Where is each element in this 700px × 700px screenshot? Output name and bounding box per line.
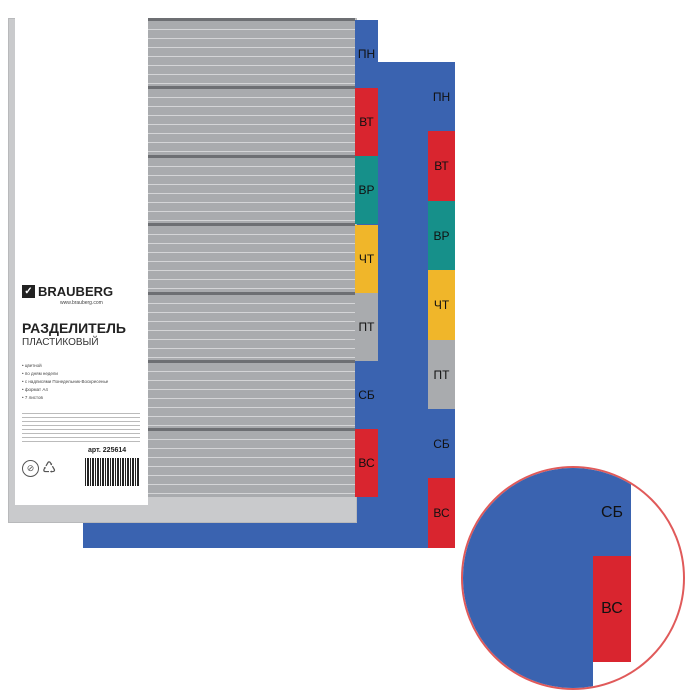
feature-list: • цветной • по дням недели • с надписями… [22,362,108,402]
zoom-sheet [463,468,593,688]
feature: • формат А4 [22,387,48,392]
zoom-tab-vs: ВС [593,556,631,662]
zoom-detail-circle: СБ ВС [461,466,685,690]
ruled-section [148,428,355,497]
front-tab: ПН [355,20,378,88]
back-tab: ВТ [428,131,455,202]
front-tab: ВС [355,429,378,498]
back-tab: ПН [428,62,455,132]
ruled-section [148,360,355,429]
ruled-section [148,223,355,292]
brand-logo: ✓ BRAUBERG [22,284,113,299]
front-tab: ЧТ [355,224,378,293]
feature: • по дням недели [22,371,58,376]
ruled-section [148,154,355,224]
feature: • с надписями Понедельник-Воскресенье [22,379,109,384]
product-title: РАЗДЕЛИТЕЛЬ [22,320,126,336]
no-food-icon: ⊘ [22,460,39,477]
back-tab: ЧТ [428,270,455,341]
feature: • цветной [22,363,42,368]
barcode [85,458,140,486]
ruled-area [148,18,355,497]
back-tab: ВС [428,478,455,549]
check-logo-icon: ✓ [22,285,35,298]
zoom-tab-sb: СБ [593,468,631,557]
fine-print [22,410,140,442]
back-tab: СБ [428,409,455,479]
brand-name: BRAUBERG [38,284,114,299]
article-number: арт. 225614 [88,447,127,454]
front-tab: СБ [355,361,378,429]
back-tab: ПТ [428,339,455,410]
ruled-section [148,86,355,155]
front-tab: ВР [355,156,378,225]
front-tab: ПТ [355,292,378,361]
back-tab: ВР [428,200,455,271]
front-tab: ВТ [355,88,378,157]
ruled-section [148,18,355,87]
brand-url: www.brauberg.com [60,300,103,306]
product-subtitle: ПЛАСТИКОВЫЙ [22,337,99,348]
feature: • 7 листов [22,395,43,400]
ruled-section [148,291,355,360]
recycle-icon: ♺ [42,460,57,477]
